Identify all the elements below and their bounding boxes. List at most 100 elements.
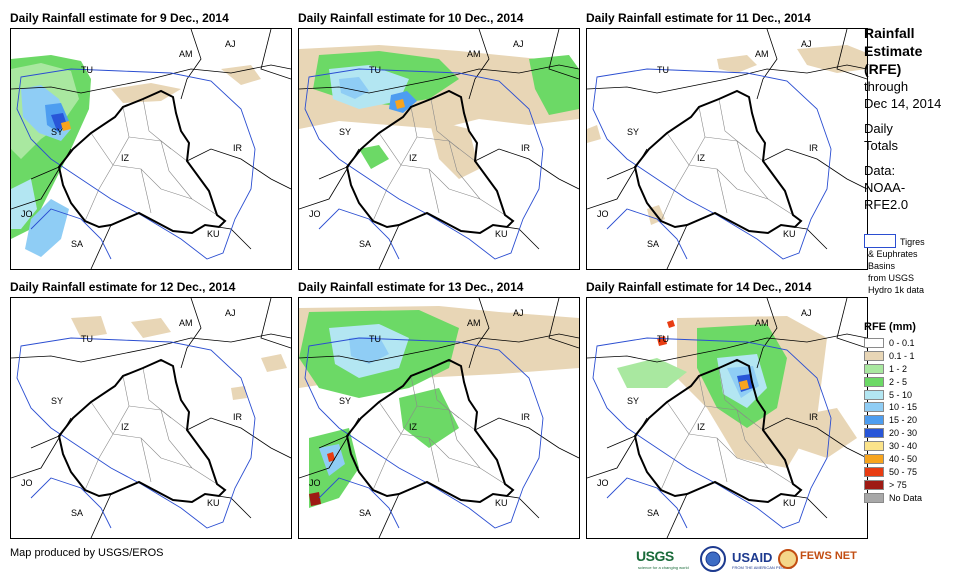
iraq-border [345,89,515,235]
country-label: SY [627,396,639,406]
iraq-border [345,358,515,504]
sidebar-end-date: Dec 14, 2014 [864,96,942,111]
country-label: JO [21,478,33,488]
rainfall-map: AM AJ TU SY IZ IR JO SA KU [586,297,868,539]
country-borders [11,29,291,269]
country-label: KU [495,229,508,239]
legend-swatch [864,492,884,503]
legend-item: > 75 [864,479,964,492]
rainfall-map: AM AJ TU SY IZ IR JO SA KU [10,28,292,270]
rainfall-area [261,354,287,372]
panel-title: Daily Rainfall estimate for 14 Dec., 201… [586,280,812,294]
legend-label: 0 - 0.1 [889,338,915,348]
basin-outline [606,477,688,529]
sidebar-title-2: Estimate [864,43,923,59]
country-borders [587,298,867,538]
partner-logos: USGS science for a changing world USAID … [636,546,858,572]
country-label: SY [339,396,351,406]
sidebar-totals-2: Totals [864,138,898,153]
legend-swatch [864,466,884,477]
panel-title: Daily Rainfall estimate for 13 Dec., 201… [298,280,524,294]
basin-outline [16,337,256,529]
country-label: AJ [225,39,236,49]
iraq-border [633,358,803,504]
rainfall-area [111,83,181,103]
legend-item: No Data [864,492,964,505]
legend-label: 50 - 75 [889,466,918,477]
legend-swatch [864,389,884,400]
legend-swatch [864,428,884,439]
sidebar-through: through [864,79,909,94]
country-label: SY [51,396,63,406]
country-label: KU [783,229,796,239]
country-label: KU [207,229,220,239]
country-label: KU [207,498,220,508]
country-label: IZ [409,153,418,163]
country-label: TU [369,65,381,75]
dos-seal-icon [700,546,726,572]
legend-label: 5 - 10 [889,389,913,400]
basin-outline [304,68,544,260]
legend-swatch [864,441,884,452]
country-label: KU [783,498,796,508]
rainfall-area [667,320,675,328]
country-label: KU [495,498,508,508]
country-label: AJ [801,39,812,49]
rainfall-map: AM AJ TU SY IZ IR JO SA KU [298,28,580,270]
rainfall-area [739,380,749,390]
rainfall-area [71,316,107,338]
legend-label: 15 - 20 [889,415,918,426]
basin-swatch [864,234,896,248]
country-label: IZ [121,422,130,432]
legend-item: 0 - 0.1 [864,337,964,350]
country-label: JO [597,209,609,219]
country-label: SA [71,508,83,518]
country-label: AM [179,49,193,59]
sidebar-data-3: RFE2.0 [864,197,909,212]
country-label: IZ [409,422,418,432]
country-label: IR [233,143,243,153]
rainfall-area [429,119,479,179]
basin-outline [592,337,832,529]
basin-outline [318,208,400,260]
country-label: AM [755,49,769,59]
legend-item: 1 - 2 [864,363,964,376]
legend-swatch [864,415,884,426]
basin-text-4: from USGS [868,273,915,283]
legend-item: 2 - 5 [864,376,964,389]
basin-text-1: Tigres [900,237,925,247]
country-borders [299,29,579,269]
country-label: AJ [513,39,524,49]
rainfall-area [617,358,687,388]
legend-item: 0.1 - 1 [864,350,964,363]
basin-key: Tigres & Euphrates Basins from USGS Hydr… [864,234,964,295]
iraq-border [57,358,227,504]
fews-globe-icon [778,549,798,569]
country-label: JO [21,209,33,219]
legend-label: 10 - 15 [889,402,918,413]
legend-swatch [864,402,884,413]
country-label: IZ [697,153,706,163]
rainfall-area [327,452,335,462]
rainfall-area [349,336,389,364]
basin-text-3: Basins [868,261,896,271]
country-label: JO [309,209,321,219]
basin-outline [606,208,688,260]
country-label: AM [467,49,481,59]
panel-title: Daily Rainfall estimate for 10 Dec., 201… [298,11,524,25]
legend-label: 40 - 50 [889,454,918,465]
rainfall-area [25,199,69,257]
rainfall-area [395,99,405,109]
country-label: IZ [121,153,130,163]
rainfall-area [587,125,601,143]
province-boundaries [660,367,794,491]
rainfall-area [787,408,857,458]
country-label: TU [369,334,381,344]
rainfall-area [717,55,757,73]
usgs-logo: USGS [636,548,674,564]
usgs-tagline: science for a changing world [638,565,689,570]
province-boundaries [372,367,506,491]
country-label: SA [359,239,371,249]
legend-label: 20 - 30 [889,428,918,439]
legend-title: RFE (mm) [864,321,916,333]
